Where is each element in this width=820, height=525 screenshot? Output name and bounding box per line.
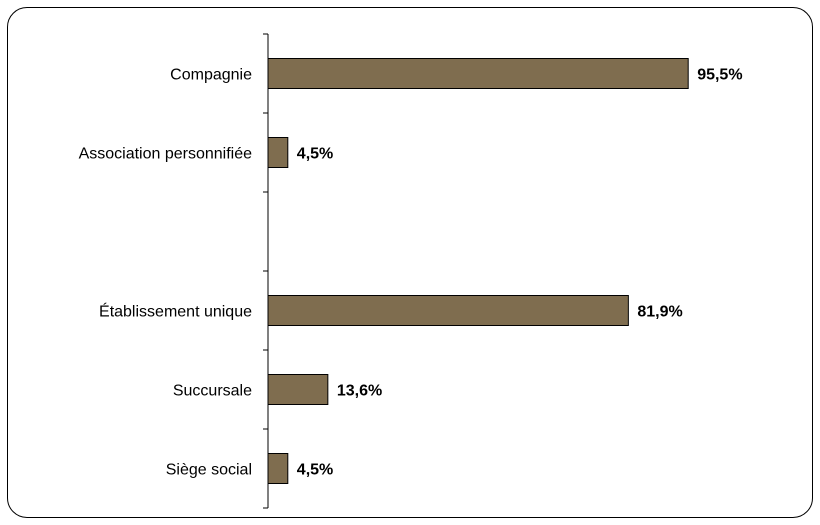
bar bbox=[267, 453, 289, 484]
bar-value-label: 13,6% bbox=[337, 383, 382, 400]
bar-value-label: 81,9% bbox=[637, 304, 682, 321]
category-label: Compagnie bbox=[170, 67, 252, 84]
bar bbox=[267, 137, 289, 168]
bar-value-label: 4,5% bbox=[297, 146, 333, 163]
category-label: Établissement unique bbox=[99, 302, 252, 321]
bar-value-label: 95,5% bbox=[697, 67, 742, 84]
category-label: Succursale bbox=[173, 383, 252, 400]
category-label: Association personnifiée bbox=[79, 146, 253, 163]
bar bbox=[267, 374, 329, 405]
chart-frame bbox=[7, 7, 813, 518]
bar-value-label: 4,5% bbox=[297, 462, 333, 479]
bar bbox=[267, 295, 629, 326]
bar bbox=[267, 58, 689, 89]
category-label: Siège social bbox=[166, 462, 252, 479]
